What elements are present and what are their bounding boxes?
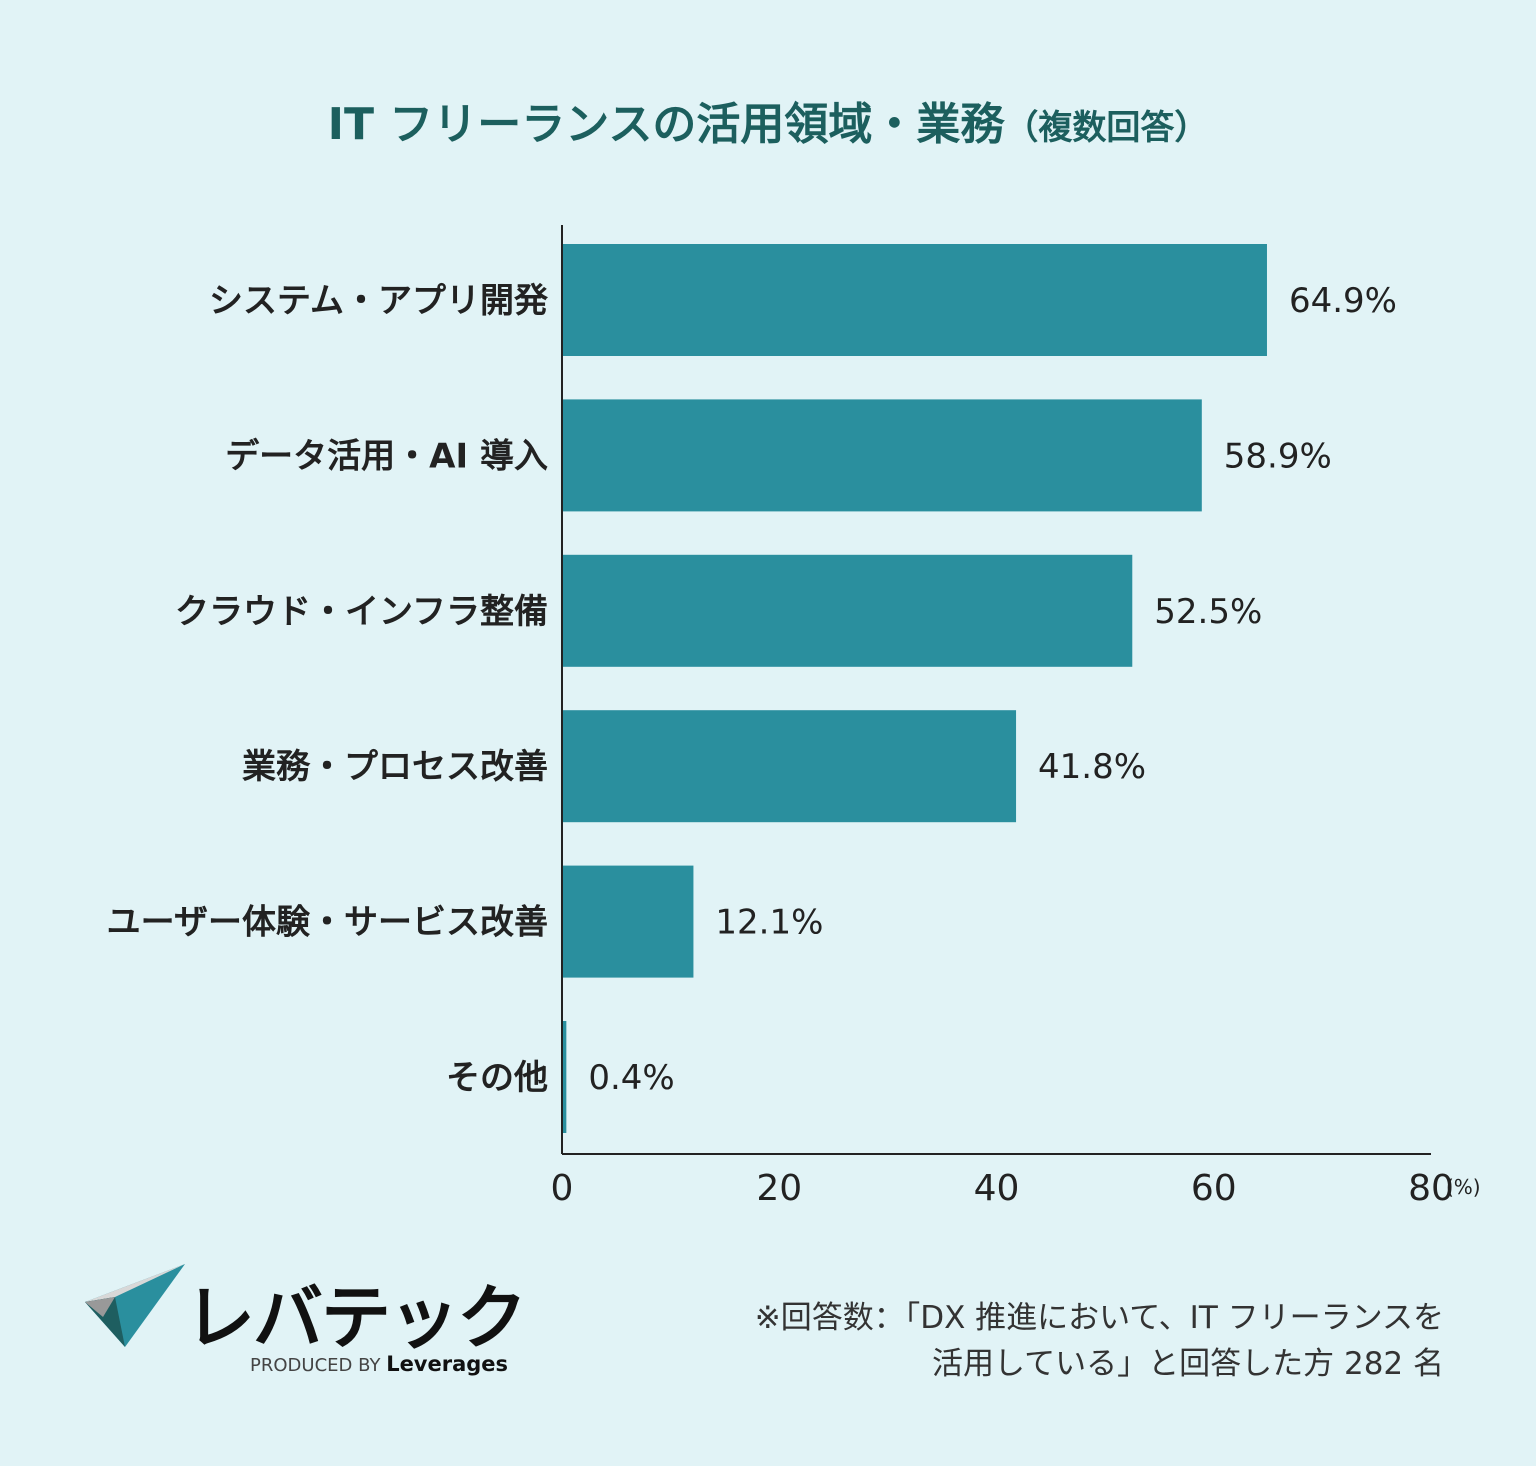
logo-mark-icon — [85, 1264, 185, 1347]
x-tick-label: 80 — [1408, 1168, 1454, 1209]
data-label: 41.8% — [1038, 747, 1146, 787]
category-label: 業務・プロセス改善 — [242, 747, 548, 787]
data-label: 58.9% — [1224, 436, 1332, 476]
footnote-line-2: 活用している」と回答した方 282 名 — [932, 1346, 1444, 1382]
bar — [562, 865, 694, 978]
category-label: ユーザー体験・サービス改善 — [107, 903, 548, 943]
x-tick-label: 20 — [756, 1168, 802, 1209]
x-tick-label: 60 — [1191, 1168, 1237, 1209]
data-label: 52.5% — [1154, 592, 1262, 632]
bar-chart: システム・アプリ開発 64.9% データ活用・AI 導入 58.9% クラウド・インフラ… — [107, 225, 1481, 1209]
brand-name: Leverages — [386, 1352, 509, 1376]
footnote: ※回答数：「DX 推進において、IT フリーランスを 活用している」と回答した方… — [755, 1295, 1444, 1387]
bar — [562, 554, 1133, 667]
data-label: 0.4% — [588, 1058, 674, 1098]
x-tick-label: 0 — [551, 1168, 574, 1209]
data-label: 64.9% — [1289, 281, 1397, 321]
x-unit-label: (%) — [1446, 1175, 1481, 1199]
data-label: 12.1% — [715, 903, 823, 943]
category-label: データ活用・AI 導入 — [225, 436, 548, 476]
footnote-line-1: ※回答数：「DX 推進において、IT フリーランスを — [754, 1300, 1444, 1336]
x-tick-label: 40 — [974, 1168, 1020, 1209]
bar — [562, 710, 1017, 823]
produced-by: PRODUCED BY Leverages — [250, 1352, 508, 1376]
bar — [562, 399, 1202, 512]
category-label: その他 — [446, 1058, 548, 1098]
bar — [562, 1021, 567, 1133]
logo-wordmark: レバテック — [185, 1277, 527, 1359]
chart-title: IT フリーランスの活用領域・業務（複数回答） — [0, 88, 1536, 152]
category-label: システム・アプリ開発 — [209, 281, 549, 321]
title-text: IT フリーランスの活用領域・業務 — [327, 99, 1005, 150]
bar — [562, 244, 1267, 356]
category-label: クラウド・インフラ整備 — [175, 592, 548, 632]
title-subtitle: （複数回答） — [1004, 108, 1209, 148]
produced-by-label: PRODUCED BY — [250, 1355, 381, 1376]
